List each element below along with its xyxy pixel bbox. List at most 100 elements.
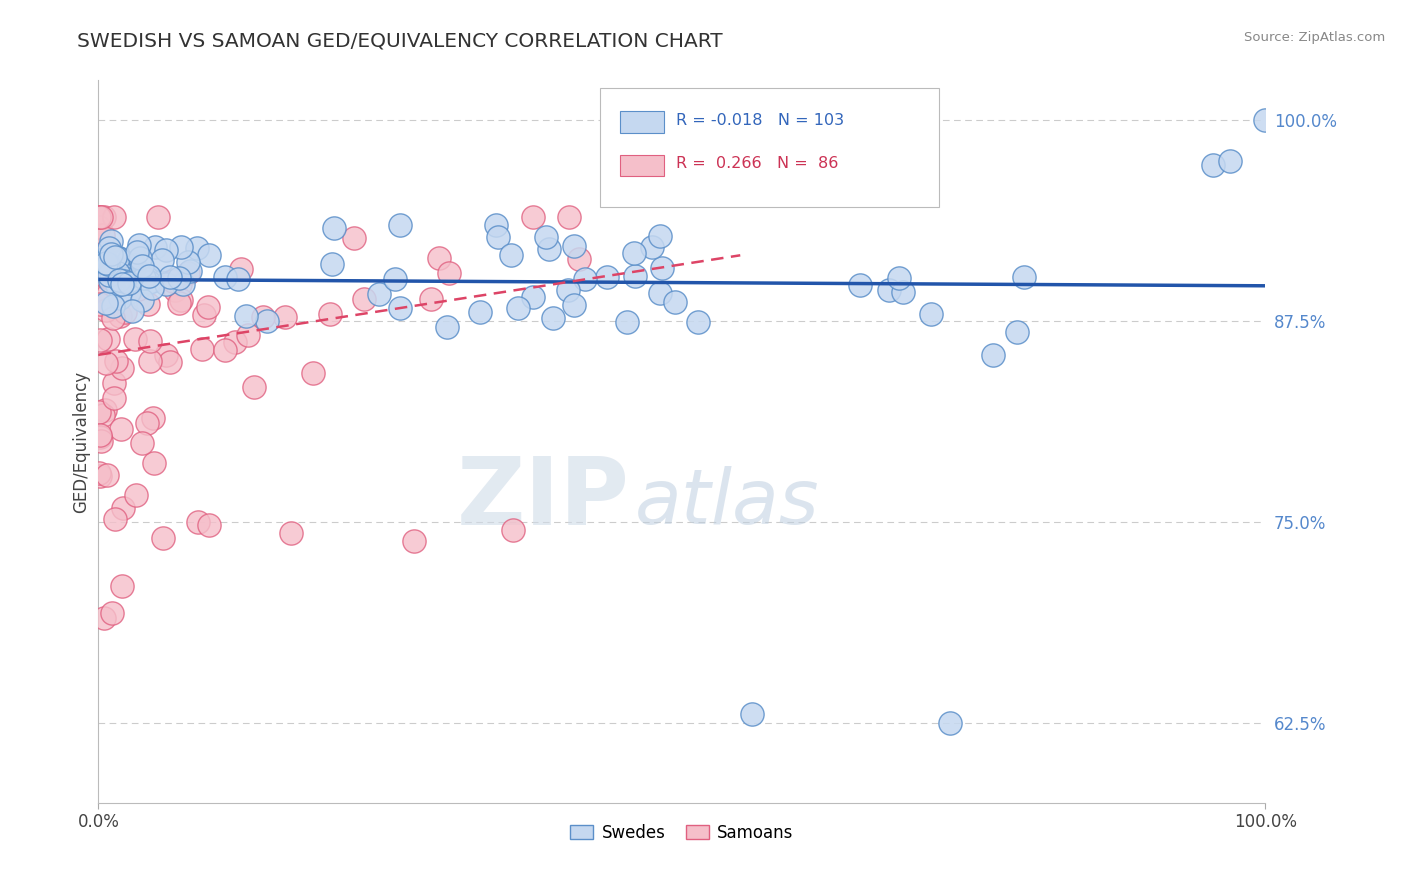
Point [100,234,122,248]
Point [891,285,914,300]
Text: R = -0.018   N = 103: R = -0.018 N = 103 [676,112,844,128]
Point [141,274,163,288]
Point [427,251,450,265]
Point [420,293,443,307]
Point [100,274,122,288]
Point [112,271,135,285]
Point [93,245,115,260]
Point [139,353,162,368]
Point [522,210,544,224]
Point [128,238,150,252]
Point [177,266,200,280]
Point [146,210,169,224]
Point [198,518,221,533]
Point [167,295,190,310]
Point [104,250,127,264]
Point [104,511,127,525]
Point [557,283,579,297]
Point [436,319,458,334]
Point [118,285,141,299]
Point [624,268,647,283]
Text: atlas: atlas [636,466,820,540]
Point [90,210,112,224]
Point [135,416,157,430]
Point [256,314,278,328]
Point [97,259,120,273]
Point [920,307,942,321]
Point [169,277,191,291]
Point [111,579,134,593]
Point [105,268,128,282]
Point [177,255,200,269]
Point [89,333,111,347]
Point [319,307,342,321]
Point [193,308,215,322]
Point [94,256,117,270]
Point [402,534,425,549]
Point [118,276,141,290]
Point [1254,113,1277,128]
FancyBboxPatch shape [620,112,665,133]
Point [641,240,664,254]
Point [214,269,236,284]
Point [224,335,246,350]
Point [499,248,522,262]
Point [101,607,124,621]
Point [94,302,117,317]
Point [384,271,406,285]
Point [648,286,671,301]
Point [103,376,125,391]
Point [538,242,561,256]
Point [155,348,177,362]
Point [105,353,128,368]
Point [623,246,645,260]
Point [502,523,524,537]
Point [138,275,160,289]
Text: ZIP: ZIP [457,453,630,545]
Point [89,428,111,442]
Point [198,248,221,262]
Point [93,227,115,242]
Point [197,300,219,314]
Point [103,210,125,224]
Point [124,333,146,347]
Point [486,230,509,244]
Point [252,310,274,324]
Text: Source: ZipAtlas.com: Source: ZipAtlas.com [1244,31,1385,45]
Point [191,342,214,356]
Point [322,220,344,235]
Point [103,391,125,405]
Point [167,271,190,285]
Point [574,271,596,285]
Point [143,240,166,254]
Point [87,210,110,224]
Point [129,252,152,266]
Point [152,531,174,545]
Point [87,262,110,277]
Point [664,295,686,310]
Point [849,278,872,293]
Y-axis label: GED/Equivalency: GED/Equivalency [72,370,90,513]
Point [163,284,186,298]
Point [94,269,117,284]
Point [134,268,156,283]
Point [98,241,121,255]
Point [238,327,260,342]
Point [94,356,117,370]
Point [93,268,115,283]
Point [159,354,181,368]
Point [534,230,557,244]
Point [179,264,201,278]
Point [87,466,110,480]
Point [388,218,411,232]
Point [89,219,111,234]
Point [1219,153,1241,168]
Point [131,293,153,308]
Point [368,287,391,301]
Point [939,715,962,730]
Point [93,611,115,625]
Point [162,274,184,288]
Point [89,430,111,444]
Point [110,422,132,436]
Point [522,290,544,304]
